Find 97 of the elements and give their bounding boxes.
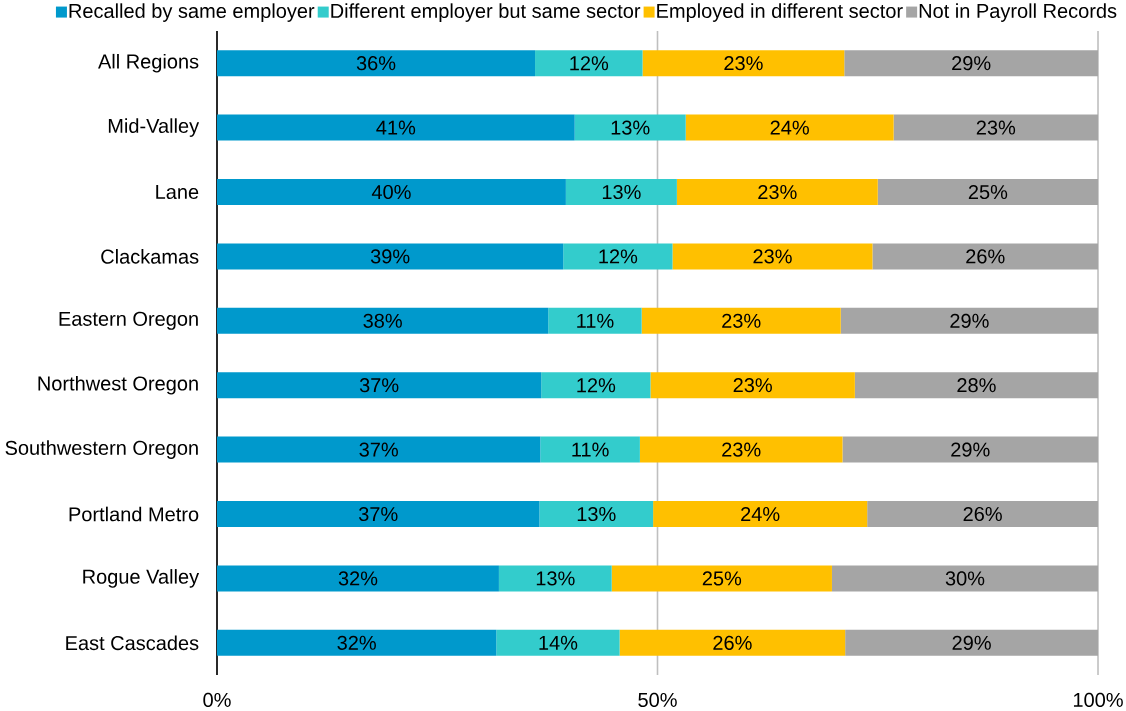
bar [574,114,686,141]
data-label: 23% [724,56,763,71]
data-label: 12% [570,56,609,71]
bar [217,179,566,206]
bar [685,114,894,141]
x-tick-label: 50% [638,692,677,708]
data-label: 41% [376,120,416,135]
data-label: 39% [370,249,410,264]
y-tick-label: Eastern Oregon [59,311,198,330]
bar [650,372,855,399]
bar [672,243,873,270]
y-tick-label: Portland Metro [69,506,199,522]
bar [831,565,1099,592]
bar [854,372,1099,399]
data-label: 25% [968,184,1008,200]
data-label: 23% [722,442,761,457]
legend-label: Different employer but same sector [331,3,641,22]
data-label: 11% [577,313,614,328]
bar [639,436,843,463]
bar [872,243,1099,270]
bar [548,307,642,334]
bar [842,436,1099,463]
data-label: 37% [358,506,398,522]
bar [217,50,536,77]
data-label: 23% [722,313,761,328]
y-tick-label: Mid-Valley [108,118,200,137]
data-label: 28% [957,378,996,393]
bar [877,179,1099,206]
data-label: 26% [966,249,1005,264]
bar [641,307,841,334]
bar [217,307,549,334]
bar [496,629,620,656]
legend-label: Recalled by same employer [69,3,315,22]
data-label: 13% [577,506,616,522]
data-label: 23% [733,378,772,393]
data-label: 29% [950,313,989,328]
data-label: 36% [356,56,396,71]
bar [217,565,499,592]
data-label: 38% [363,313,402,328]
data-label: 23% [758,184,797,200]
bar [619,629,846,656]
data-label: 12% [599,249,638,264]
bar [217,501,540,528]
data-label: 29% [951,442,990,457]
bar [540,436,640,463]
bar [217,436,541,463]
data-label: 11% [572,442,609,457]
data-label: 37% [359,378,399,393]
bar [893,114,1099,141]
bar [541,372,651,399]
y-tick-label: Northwest Oregon [38,375,198,395]
data-label: 40% [371,184,411,200]
bar [611,565,832,592]
bar [653,501,868,528]
y-tick-label: All Regions [98,53,199,73]
bar [498,565,612,592]
data-label: 13% [602,184,641,200]
bar [217,243,564,270]
data-label: 23% [976,120,1016,135]
data-label: 24% [770,120,809,135]
bar [676,179,878,206]
data-label: 13% [536,571,575,586]
bar [565,179,677,206]
bar [845,629,1099,656]
y-tick-label: Southwestern Oregon [5,440,198,459]
data-label: 26% [713,635,752,650]
bar [535,50,643,77]
data-label: 29% [952,635,991,650]
data-label: 29% [952,56,991,71]
bar [867,501,1099,528]
y-tick-label: Lane [156,185,199,199]
data-label: 26% [963,506,1002,522]
bar [217,372,542,399]
data-label: 24% [741,506,780,522]
bar [217,629,497,656]
bar [217,114,575,141]
data-label: 13% [611,120,650,135]
legend-label: Employed in different sector [657,3,903,22]
data-label: 30% [945,571,985,586]
bar [840,307,1099,334]
data-label: 25% [702,571,742,586]
bar [844,50,1099,77]
bar [563,243,673,270]
data-label: 23% [753,249,792,264]
y-tick-label: Clackamas [101,249,199,264]
data-label: 37% [359,442,398,457]
legend-label: Not in Payroll Records [919,3,1117,22]
data-label: 12% [577,378,616,393]
y-tick-label: Rogue Valley [83,569,200,588]
data-label: 32% [338,571,378,586]
data-label: 14% [539,635,578,650]
bar [539,501,654,528]
x-tick-label: 0% [203,692,231,708]
data-label: 32% [337,635,376,650]
x-tick-label: 100% [1073,692,1123,708]
y-tick-label: East Cascades [66,635,199,651]
bar [642,50,845,77]
